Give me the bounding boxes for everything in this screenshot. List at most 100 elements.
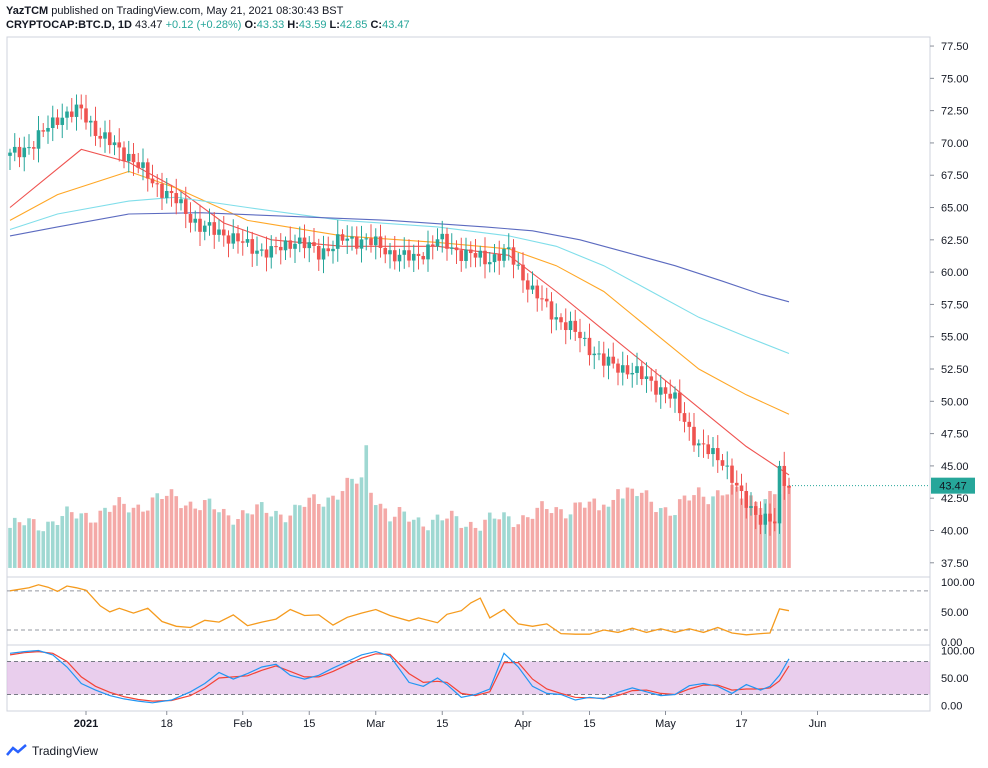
candle [559,313,563,330]
candle-body [302,237,307,249]
candle-body [635,366,639,373]
volume-bar [236,519,240,568]
candle [597,341,601,361]
candle-body [383,247,388,255]
candle-body [758,514,763,525]
volume-bar [525,517,530,568]
volume-bar [93,522,98,568]
candle-body [221,229,226,236]
candle-body [236,233,240,242]
author-name[interactable]: YazTCM [6,5,49,17]
volume-bar [706,504,711,568]
volume-bar [563,518,568,568]
candle-body [658,387,663,395]
volume-bar [711,496,715,568]
candle-body [160,183,164,198]
candle-body [250,239,255,254]
volume-bar [758,508,763,568]
volume-bar [112,505,117,568]
candle [677,379,682,422]
volume-bar [179,508,183,568]
candle [725,451,730,480]
candle-body [749,506,753,508]
x-tick-label: 15 [303,718,315,730]
symbol-label[interactable]: CRYPTOCAP:BTC.D, 1D [6,19,132,31]
candle-body [492,254,497,263]
volume-bar [316,503,321,568]
candle-body [107,132,112,146]
volume-bar [692,495,696,568]
candle [12,133,17,162]
y-tick-label: 75.00 [941,73,969,85]
candle [103,120,107,153]
volume-bar [88,522,93,568]
candle-body [516,264,521,266]
volume-bar [511,527,516,568]
candle [331,240,335,264]
y-tick-label: 37.50 [941,558,969,570]
candle [449,233,454,255]
candle-body [8,152,12,156]
candle [497,240,502,275]
volume-bar [345,477,350,568]
candle [454,240,459,265]
candle-body [568,320,573,331]
candle [639,361,644,386]
candle [530,271,535,294]
candle [407,239,411,268]
candle-body [155,183,160,185]
volume-bar [440,520,445,568]
volume-bar [193,508,198,568]
candle [658,374,663,409]
candle-body [715,448,720,461]
candle [483,237,487,279]
y-tick-label: 0.00 [941,637,962,649]
volume-bar [55,525,60,568]
candle [255,236,259,266]
candle-body [340,234,345,241]
candle-body [122,147,126,162]
volume-bar [658,508,663,568]
candle [217,219,221,242]
footer-brand-label: TradingView [32,744,99,758]
y-tick-label: 0.00 [941,701,962,713]
volume-bar [297,505,302,568]
candle [278,233,283,265]
candle-body [506,247,511,249]
chart-canvas[interactable]: 77.50 75.00 72.50 70.00 67.50 65.00 62.50 60.00… [0,0,988,740]
volume-bar [84,512,88,568]
chart-header: YazTCM published on TradingView.com, May… [6,4,410,32]
candle-body [22,147,27,158]
x-tick-label: May [655,718,676,730]
candle [416,240,421,270]
candle-body [388,250,392,255]
volume-bar [578,502,582,568]
candle [730,458,734,495]
candle [288,226,293,258]
volume-bar [464,526,468,568]
candle [782,451,787,500]
candle-body [416,253,421,256]
candle-body [611,356,616,364]
volume-bar [402,511,407,568]
candle [340,229,345,245]
candle-body [587,337,592,356]
candle [668,379,673,408]
high-value: 43.59 [298,19,327,31]
candle [221,216,226,247]
volume-bar [421,526,426,568]
candle-body [50,117,55,128]
volume-bar [701,496,706,568]
y-tick-label: 100.00 [941,646,975,658]
volume-bar [544,509,549,568]
candle [93,106,98,146]
stoch-k-line [9,649,790,704]
volume-bar [202,500,207,568]
candle [112,135,117,156]
rsi-line [9,584,790,636]
volume-bar [36,530,41,568]
candle [763,503,768,534]
candle [777,460,782,534]
footer-brand[interactable]: TradingView [6,744,98,758]
volume-bar [27,518,31,568]
